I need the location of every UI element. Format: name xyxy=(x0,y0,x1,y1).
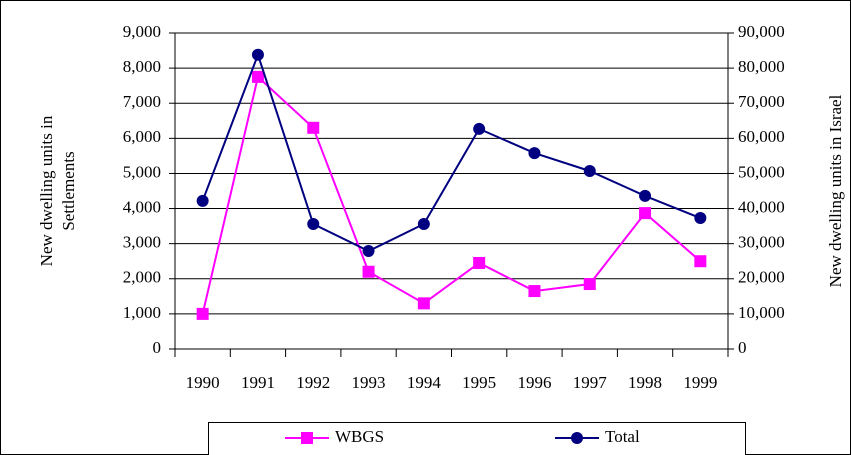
y2-tick-label: 30,000 xyxy=(738,233,785,252)
y-tick-label: 3,000 xyxy=(123,233,161,252)
y2-tick-label: 0 xyxy=(738,338,747,357)
legend-label: WBGS xyxy=(335,427,384,446)
data-point xyxy=(473,122,486,135)
data-point xyxy=(362,265,375,278)
y-tick-label: 5,000 xyxy=(123,162,161,181)
legend-marker xyxy=(301,432,313,444)
y-tick-label: 0 xyxy=(153,338,162,357)
y-tick-label: 6,000 xyxy=(123,127,161,146)
y-tick-label: 9,000 xyxy=(123,22,161,41)
y-tick-label: 8,000 xyxy=(123,57,161,76)
x-tick-label: 1997 xyxy=(573,373,608,392)
x-tick-label: 1996 xyxy=(517,373,551,392)
data-point xyxy=(639,207,652,220)
x-tick-label: 1992 xyxy=(296,373,330,392)
x-tick-label: 1990 xyxy=(186,373,220,392)
y2-tick-label: 40,000 xyxy=(738,197,785,216)
y-tick-label: 2,000 xyxy=(123,268,161,287)
y-axis-label: Settlements xyxy=(59,151,78,230)
data-point xyxy=(417,297,430,310)
x-tick-label: 1993 xyxy=(352,373,386,392)
data-point xyxy=(473,256,486,269)
data-point xyxy=(583,164,596,177)
x-tick-label: 1998 xyxy=(628,373,662,392)
data-point xyxy=(528,147,541,160)
data-point xyxy=(639,189,652,202)
data-point xyxy=(307,121,320,134)
legend-label: Total xyxy=(605,427,640,446)
y2-tick-label: 50,000 xyxy=(738,162,785,181)
data-point xyxy=(251,70,264,83)
data-point xyxy=(694,255,707,268)
data-point xyxy=(196,307,209,320)
data-point xyxy=(251,48,264,61)
data-point xyxy=(528,285,541,298)
y2-tick-label: 60,000 xyxy=(738,127,785,146)
data-point xyxy=(196,194,209,207)
x-tick-label: 1999 xyxy=(683,373,717,392)
data-point xyxy=(417,218,430,231)
legend-marker xyxy=(571,432,583,444)
series-line xyxy=(201,74,702,315)
series-line xyxy=(201,51,701,253)
y2-tick-label: 80,000 xyxy=(738,57,785,76)
x-tick-label: 1995 xyxy=(462,373,496,392)
data-point xyxy=(583,278,596,291)
y2-tick-label: 20,000 xyxy=(738,268,785,287)
x-tick-label: 1994 xyxy=(407,373,442,392)
y2-tick-label: 70,000 xyxy=(738,92,785,111)
data-point xyxy=(694,212,707,225)
y2-tick-label: 10,000 xyxy=(738,303,785,322)
data-point xyxy=(307,218,320,231)
data-point xyxy=(362,245,375,258)
y2-tick-label: 90,000 xyxy=(738,22,785,41)
y-tick-label: 1,000 xyxy=(123,303,161,322)
x-tick-label: 1991 xyxy=(241,373,275,392)
y2-axis-label: New dwelling units in Israel xyxy=(826,94,845,287)
y-axis-label: New dwelling units in xyxy=(37,115,56,266)
y-tick-label: 7,000 xyxy=(123,92,161,111)
y-tick-label: 4,000 xyxy=(123,197,161,216)
